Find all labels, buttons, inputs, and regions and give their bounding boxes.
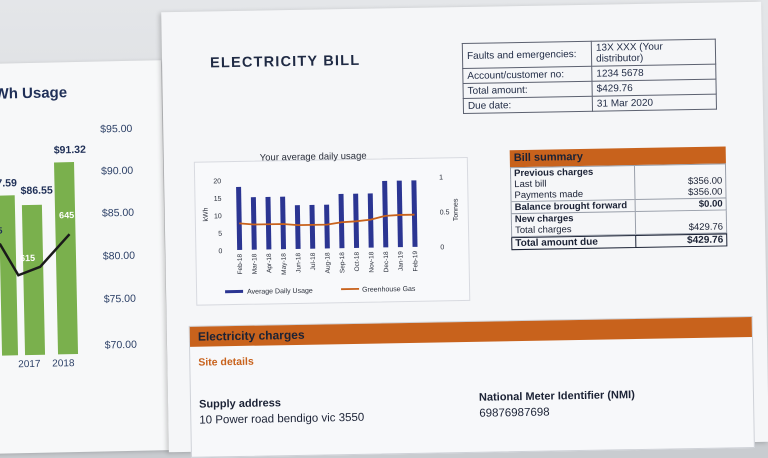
usage-bar [280,197,286,250]
info-row: Due date: 31 Mar 2020 [463,94,716,113]
left-bar-2017 [22,205,45,355]
summary-label: Payments made [511,188,634,201]
nmi-value: 69876987698 [479,407,550,420]
usage-bar [397,181,403,248]
usage-bar [295,205,301,249]
bill-summary: Bill summary Previous charges Last bill … [510,146,728,250]
usage-x-tick: Feb-19 [412,250,419,271]
summary-value: $429.76 [635,221,726,234]
usage-y2-tick: 0.5 [440,209,450,216]
usage-bar [265,197,271,250]
usage-chart: 20 15 10 5 0 1 0.5 0 kWh Tonnes Feb-18 Mar-18 Apr-18… [195,158,469,305]
usage-bar [382,181,388,248]
left-y-tick: $95.00 [100,123,132,136]
usage-y-axis-label: kWh [203,207,210,221]
usage-x-tick: Feb-18 [237,253,244,274]
usage-y-tick: 20 [213,178,221,185]
usage-x-tick: Aug-18 [324,252,331,273]
usage-y2-tick: 0 [440,244,444,251]
usage-x-tick: Mar-18 [251,253,258,274]
legend-usage-label: Average Daily Usage [247,288,313,296]
charges-title: Electricity charges [190,317,752,347]
usage-y2-tick: 1 [439,174,443,181]
info-label: Due date: [463,96,592,113]
usage-x-tick: Apr-18 [266,253,273,273]
left-y-tick: $85.00 [102,207,134,220]
usage-x-tick: Nov-18 [368,251,375,272]
left-line-label: 615 [20,253,35,263]
usage-bar [411,180,417,247]
supply-address-label: Supply address [199,397,281,410]
usage-y-tick: 0 [218,248,222,255]
legend-greenhouse-label: Greenhouse Gas [362,286,416,294]
summary-value: $0.00 [635,198,726,211]
summary-total-row: Total amount due $429.76 [511,233,727,250]
left-x-label: 2018 [52,358,74,369]
electricity-bill-sheet: ELECTRICITY BILL Faults and emergencies:… [161,2,768,452]
info-label: Faults and emergencies: [462,41,591,68]
bill-title: ELECTRICITY BILL [210,53,361,72]
usage-x-tick: Jul-18 [310,252,317,270]
usage-y-tick: 5 [218,231,222,238]
usage-y2-axis-label: Tonnes [452,198,459,221]
electricity-charges-section: Electricity charges Site details Supply … [189,316,755,458]
left-bar-2018 [54,162,78,354]
info-value: 13X XXX (Your distributor) [591,39,715,66]
usage-y-tick: 15 [214,196,222,203]
usage-x-tick: Sep-18 [339,252,346,273]
usage-x-tick: May-18 [281,253,288,275]
left-bar-2016 [0,195,18,355]
nmi-label: National Meter Identifier (NMI) [479,389,635,404]
left-value-label: $91.32 [54,144,86,157]
left-line-label: 5 [0,226,3,236]
left-line-label: 645 [59,210,74,220]
usage-bar [236,187,242,250]
legend-usage-swatch [225,290,243,293]
previous-usage-sheet: Wh Usage $95.00 $90.00 $85.00 $80.00 $75… [0,60,169,454]
left-value-label: $86.55 [20,185,52,198]
site-details-heading: Site details [198,356,254,369]
summary-total-value: $429.76 [635,234,726,247]
info-value: 31 Mar 2020 [592,94,716,111]
supply-address-value: 10 Power road bendigo vic 3550 [199,412,364,427]
left-value-label: 7.59 [0,177,17,189]
summary-value: $356.00 [634,186,725,199]
usage-y-tick: 10 [214,213,222,220]
summary-total-label: Total amount due [512,236,635,249]
usage-bar [324,205,330,249]
account-info-table: Faults and emergencies: 13X XXX (Your di… [462,39,717,114]
usage-x-tick: Oct-18 [354,251,361,271]
summary-label: Total charges [512,223,635,236]
left-y-tick: $90.00 [101,165,133,178]
usage-bar [339,194,345,248]
usage-x-tick: Jun-18 [295,252,302,272]
left-y-tick: $80.00 [103,250,135,263]
usage-x-tick: Dec-18 [383,251,390,272]
left-x-label: 2017 [18,359,40,370]
usage-x-tick: Jan-19 [397,251,404,271]
left-y-tick: $75.00 [104,293,136,306]
summary-label: Balance brought forward [512,200,635,213]
usage-bar [309,205,315,249]
left-y-tick: $70.00 [105,339,137,352]
